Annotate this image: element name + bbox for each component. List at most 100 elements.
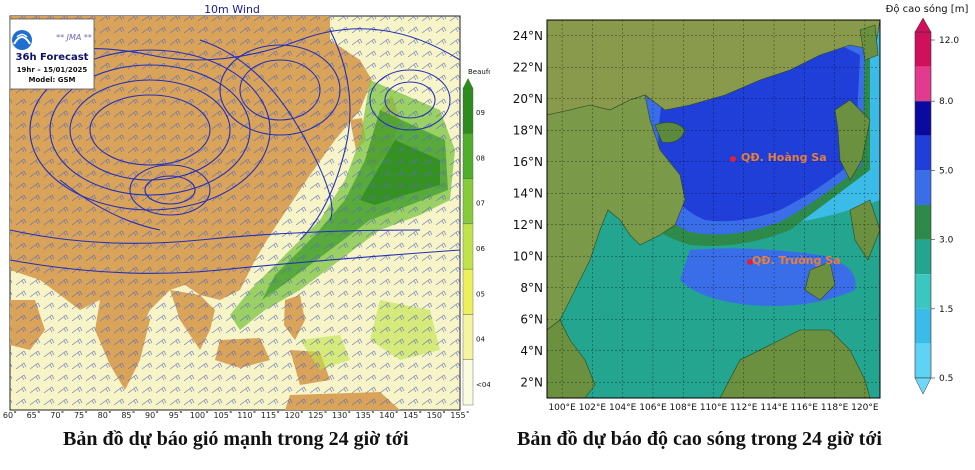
wind-lon-label: 80˚: [98, 410, 112, 420]
beaufort-band: [462, 223, 474, 270]
colorbar-band: [915, 308, 931, 344]
wave-lon-label: 118°E: [821, 403, 849, 413]
wind-map-title: 10m Wind: [204, 3, 260, 16]
wave-lat-label: 16°N: [513, 155, 543, 169]
colorbar-title: Độ cao sóng [m]: [886, 3, 969, 15]
wave-lon-label: 108°E: [670, 403, 698, 413]
wave-lon-label: 110°E: [700, 403, 728, 413]
beaufort-band: [462, 87, 474, 134]
colorbar-band: [915, 32, 931, 67]
wind-lon-label: 100˚: [190, 410, 209, 420]
beaufort-label: 07: [476, 200, 485, 208]
jma-brand: ** JMA **: [56, 33, 92, 42]
wave-lat-label: 18°N: [513, 123, 543, 137]
beaufort-label: <04: [476, 381, 490, 389]
wave-lon-label: 112°E: [730, 403, 758, 413]
forecast-time: 19hr – 15/01/2025: [17, 66, 88, 74]
colorbar-top-arrow-icon: [914, 17, 932, 33]
wind-lon-label: 140˚: [379, 410, 398, 420]
hoang-sa-label: QĐ. Hoàng Sa: [741, 151, 827, 164]
wave-height-panel: QĐ. Hoàng Sa QĐ. Trường Sa 24°N 22°N 20°N 1…: [490, 0, 975, 420]
wave-map-gridlines: [547, 20, 880, 398]
wind-lon-label: 115˚: [261, 410, 280, 420]
colorbar-tick-label: 12.0: [939, 36, 959, 46]
isobar-lines: [9, 28, 461, 274]
wind-lon-label: 130˚: [332, 410, 351, 420]
beaufort-arrow-icon: [463, 78, 473, 88]
wave-lon-labels: 100°E 102°E 104°E 106°E 108°E 110°E 112°E 114°E…: [548, 403, 878, 413]
beaufort-title: Beaufort: [468, 68, 490, 76]
wave-lat-label: 4°N: [520, 344, 543, 358]
wind-lon-label: 150˚: [427, 410, 446, 420]
beaufort-band: [462, 268, 474, 315]
forecast-label: 36h Forecast: [16, 52, 89, 63]
beaufort-band: [462, 133, 474, 179]
model-label: Model: GSM: [29, 76, 76, 84]
beaufort-label: 04: [476, 336, 485, 344]
wave-lon-label: 104°E: [609, 403, 637, 413]
wind-lon-label: 135˚: [356, 410, 375, 420]
wind-lon-label: 120˚: [285, 410, 304, 420]
beaufort-band: [462, 314, 474, 360]
wind-lon-label: 65˚: [27, 410, 41, 420]
wave-lat-label: 22°N: [513, 60, 543, 74]
wave-lon-label: 102°E: [579, 403, 607, 413]
wave-colorbar: Độ cao sóng [m] 12.0 8.0 5.0 3.0 1.5 0.5: [886, 3, 969, 395]
wind-map-caption: Bản đồ dự báo gió mạnh trong 24 giờ tới: [63, 428, 409, 450]
beaufort-band: [462, 359, 474, 406]
colorbar-tick-label: 0.5: [939, 374, 953, 384]
wave-lat-label: 20°N: [513, 92, 543, 106]
colorbar-tick-label: 3.0: [939, 236, 954, 246]
jma-emblem-icon: [12, 30, 32, 50]
wind-lon-label: 60˚: [3, 410, 17, 420]
wave-lon-label: 120°E: [851, 403, 879, 413]
wave-lat-label: 2°N: [520, 375, 543, 389]
colorbar-band: [915, 101, 931, 136]
wave-lat-label: 10°N: [513, 249, 543, 263]
wave-map-land: [546, 19, 881, 399]
wind-lon-label: 95˚: [169, 410, 183, 420]
wave-lat-label: 24°N: [513, 29, 543, 43]
colorbar-band: [915, 135, 931, 171]
beaufort-label: 08: [476, 154, 485, 162]
beaufort-label: 05: [476, 290, 485, 298]
wind-lon-label: 155˚: [450, 410, 469, 420]
wind-lon-labels: 60˚ 65˚ 70˚ 75˚ 80˚ 85˚ 90˚ 95˚ 100˚ 105˚ 110˚ 115˚…: [3, 410, 470, 420]
wave-lon-label: 116°E: [791, 403, 819, 413]
colorbar-band: [915, 205, 931, 240]
colorbar-band: [915, 343, 931, 378]
wave-lat-label: 12°N: [513, 218, 543, 232]
beaufort-band: [462, 178, 474, 225]
wave-lon-label: 106°E: [639, 403, 667, 413]
wind-lon-label: 145˚: [403, 410, 422, 420]
colorbar-tick-label: 8.0: [939, 97, 954, 107]
wave-map-svg: QĐ. Hoàng Sa QĐ. Trường Sa 24°N 22°N 20°N 1…: [513, 3, 969, 413]
wind-lon-label: 125˚: [308, 410, 327, 420]
wave-map-caption: Bản đồ dự báo độ cao sóng trong 24 giờ t…: [517, 428, 882, 450]
wave-lat-label: 14°N: [513, 186, 543, 200]
truong-sa-label: QĐ. Trường Sa: [752, 254, 841, 267]
jma-logo-box: ** JMA ** 36h Forecast 19hr – 15/01/2025…: [9, 18, 95, 90]
beaufort-label: 06: [476, 245, 485, 253]
wave-lon-label: 100°E: [548, 403, 576, 413]
colorbar-band: [915, 66, 931, 102]
beaufort-label: 09: [476, 109, 485, 117]
colorbar-tick-label: 5.0: [939, 166, 954, 176]
wind-map-svg: 10m Wind: [3, 3, 499, 420]
truong-sa-marker: QĐ. Trường Sa: [747, 254, 841, 267]
wind-lon-label: 75˚: [74, 410, 88, 420]
beaufort-scale: Beaufort 09 08 07 06 05 04 <04: [462, 68, 498, 406]
wave-lat-label: 6°N: [520, 312, 543, 326]
wind-forecast-panel: 10m Wind: [0, 0, 499, 420]
colorbar-band: [915, 170, 931, 205]
colorbar-tick-label: 1.5: [939, 305, 953, 315]
wind-lon-label: 85˚: [121, 410, 135, 420]
wind-lon-label: 70˚: [50, 410, 64, 420]
wave-lon-label: 114°E: [760, 403, 788, 413]
wind-lon-label: 110˚: [237, 410, 256, 420]
wind-lon-label: 105˚: [214, 410, 233, 420]
wave-lat-labels: 24°N 22°N 20°N 18°N 16°N 14°N 12°N 10°N 8°N 6°N 4°…: [513, 29, 543, 390]
wave-lat-label: 8°N: [520, 281, 543, 295]
colorbar-band: [915, 239, 931, 275]
colorbar-bottom-arrow-icon: [914, 377, 932, 395]
